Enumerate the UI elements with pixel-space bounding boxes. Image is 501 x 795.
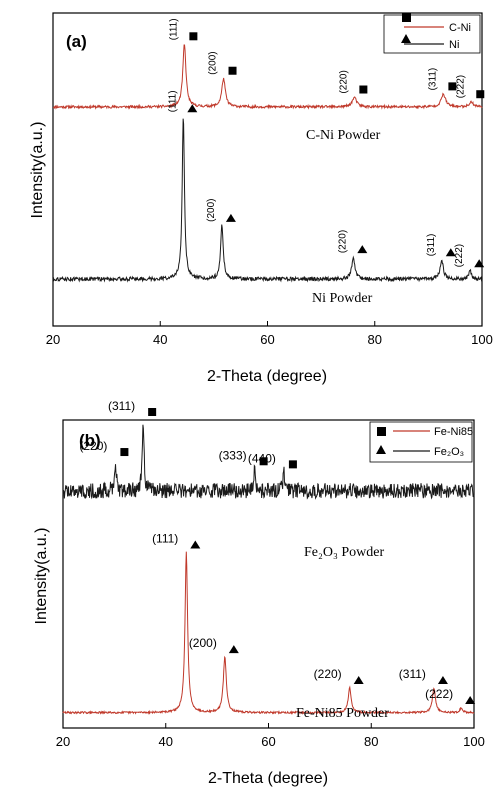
panel-label-b: (b) bbox=[79, 431, 101, 450]
x-tick-label: 100 bbox=[463, 734, 485, 749]
peak-marker-square bbox=[448, 82, 457, 91]
legend-label-fe2o3: Fe₂O₃ bbox=[434, 446, 464, 458]
x-tick-label: 60 bbox=[261, 734, 275, 749]
legend-label-c-ni: C-Ni bbox=[449, 22, 471, 34]
curves-b bbox=[62, 424, 475, 715]
x-tick-label: 40 bbox=[159, 734, 173, 749]
annotation-c-ni: C-Ni Powder bbox=[306, 128, 381, 143]
legend-label-ni: Ni bbox=[449, 39, 459, 51]
x-tick-label: 40 bbox=[153, 332, 167, 347]
x-axis-title-b: 2-Theta (degree) bbox=[208, 770, 328, 787]
peak-marker-square bbox=[148, 408, 157, 416]
peak-marker-square bbox=[189, 32, 198, 41]
x-ticks-b: 20 40 60 80 100 bbox=[56, 723, 485, 749]
peak-label: (200) bbox=[206, 198, 217, 221]
peak-markers-b: (111) (200) (220) (311) (222) (220) (311) (333)… bbox=[79, 399, 476, 704]
peak-marker-square bbox=[359, 85, 368, 94]
legend-triangle-marker bbox=[401, 34, 411, 43]
annotation-ni: Ni Powder bbox=[312, 291, 373, 306]
peak-marker-triangle bbox=[225, 213, 236, 222]
peak-marker-square bbox=[476, 90, 485, 99]
peak-label: (220) bbox=[338, 70, 349, 93]
peak-marker-square bbox=[259, 457, 268, 466]
peak-label: (220) bbox=[337, 230, 348, 253]
series-line-c-ni bbox=[52, 44, 483, 110]
peak-marker-triangle bbox=[474, 259, 485, 268]
series-line-fe-o- bbox=[62, 424, 475, 500]
x-tick-label: 100 bbox=[471, 332, 493, 347]
legend-triangle-marker-b bbox=[376, 445, 386, 454]
peak-label: (222) bbox=[425, 687, 453, 701]
peak-label: (311) bbox=[426, 234, 437, 257]
legend-square-marker-b bbox=[377, 427, 386, 436]
peak-label: (222) bbox=[455, 75, 466, 98]
legend-box-a bbox=[383, 14, 481, 54]
peak-marker-triangle bbox=[187, 104, 198, 113]
legend-box-b bbox=[369, 421, 473, 463]
annotation-fe-ni85: Fe-Ni85 Powder bbox=[296, 706, 389, 721]
peak-label: (220) bbox=[314, 667, 342, 681]
peak-label: (220) bbox=[79, 439, 107, 453]
peak-marker-square bbox=[288, 460, 297, 469]
peak-marker-triangle bbox=[190, 540, 201, 549]
peak-label: (311) bbox=[399, 667, 426, 681]
curves-a bbox=[52, 44, 483, 283]
series-line-ni bbox=[52, 118, 483, 283]
plot-frame-b bbox=[62, 419, 475, 729]
peak-label: (222) bbox=[454, 244, 465, 267]
peak-label: (111) bbox=[168, 18, 179, 40]
x-ticks-a: 20 40 60 80 100 bbox=[46, 321, 493, 347]
annotation-fe2o3: Fe₂O₃ Powder bbox=[304, 545, 384, 560]
peak-label: (111) bbox=[152, 531, 178, 545]
peak-label: (311) bbox=[108, 399, 135, 413]
peak-marker-square bbox=[120, 448, 129, 457]
panel-label-a: (a) bbox=[66, 32, 87, 51]
peak-label: (440) bbox=[248, 451, 276, 465]
peak-marker-triangle bbox=[357, 245, 368, 254]
peak-label: (333) bbox=[219, 448, 247, 462]
x-tick-label: 80 bbox=[364, 734, 378, 749]
peak-label: (111) bbox=[167, 90, 178, 112]
peak-marker-triangle bbox=[465, 695, 476, 704]
peak-label: (200) bbox=[208, 51, 219, 74]
y-axis-title-a: Intensity(a.u.) bbox=[29, 122, 46, 219]
x-tick-label: 60 bbox=[260, 332, 274, 347]
legend-a: C-Ni Ni bbox=[383, 13, 481, 54]
legend-label-fe-ni85: Fe-Ni85 bbox=[434, 426, 473, 438]
peak-marker-triangle bbox=[437, 675, 448, 684]
x-axis-title-a: 2-Theta (degree) bbox=[207, 368, 327, 385]
peak-label: (311) bbox=[427, 68, 438, 91]
legend-b: Fe-Ni85 Fe₂O₃ bbox=[369, 421, 473, 463]
y-axis-title-b: Intensity(a.u.) bbox=[33, 528, 50, 625]
peak-marker-triangle bbox=[228, 645, 239, 654]
panel-a: (111) (200) (220) (311) (222) (111) (200) (220)… bbox=[29, 12, 493, 385]
peak-label: (200) bbox=[189, 636, 217, 650]
series-line-fe-ni85 bbox=[62, 551, 475, 715]
peak-marker-triangle bbox=[353, 675, 364, 684]
peak-marker-square bbox=[228, 66, 237, 75]
x-tick-label: 20 bbox=[46, 332, 60, 347]
peak-marker-triangle bbox=[445, 248, 456, 257]
x-tick-label: 80 bbox=[368, 332, 382, 347]
legend-square-marker bbox=[402, 13, 411, 22]
x-tick-label: 20 bbox=[56, 734, 70, 749]
panel-b: (111) (200) (220) (311) (222) (220) (311) (333)… bbox=[33, 399, 485, 787]
peak-markers-a: (111) (200) (220) (311) (222) (111) (200) (220)… bbox=[167, 18, 485, 268]
